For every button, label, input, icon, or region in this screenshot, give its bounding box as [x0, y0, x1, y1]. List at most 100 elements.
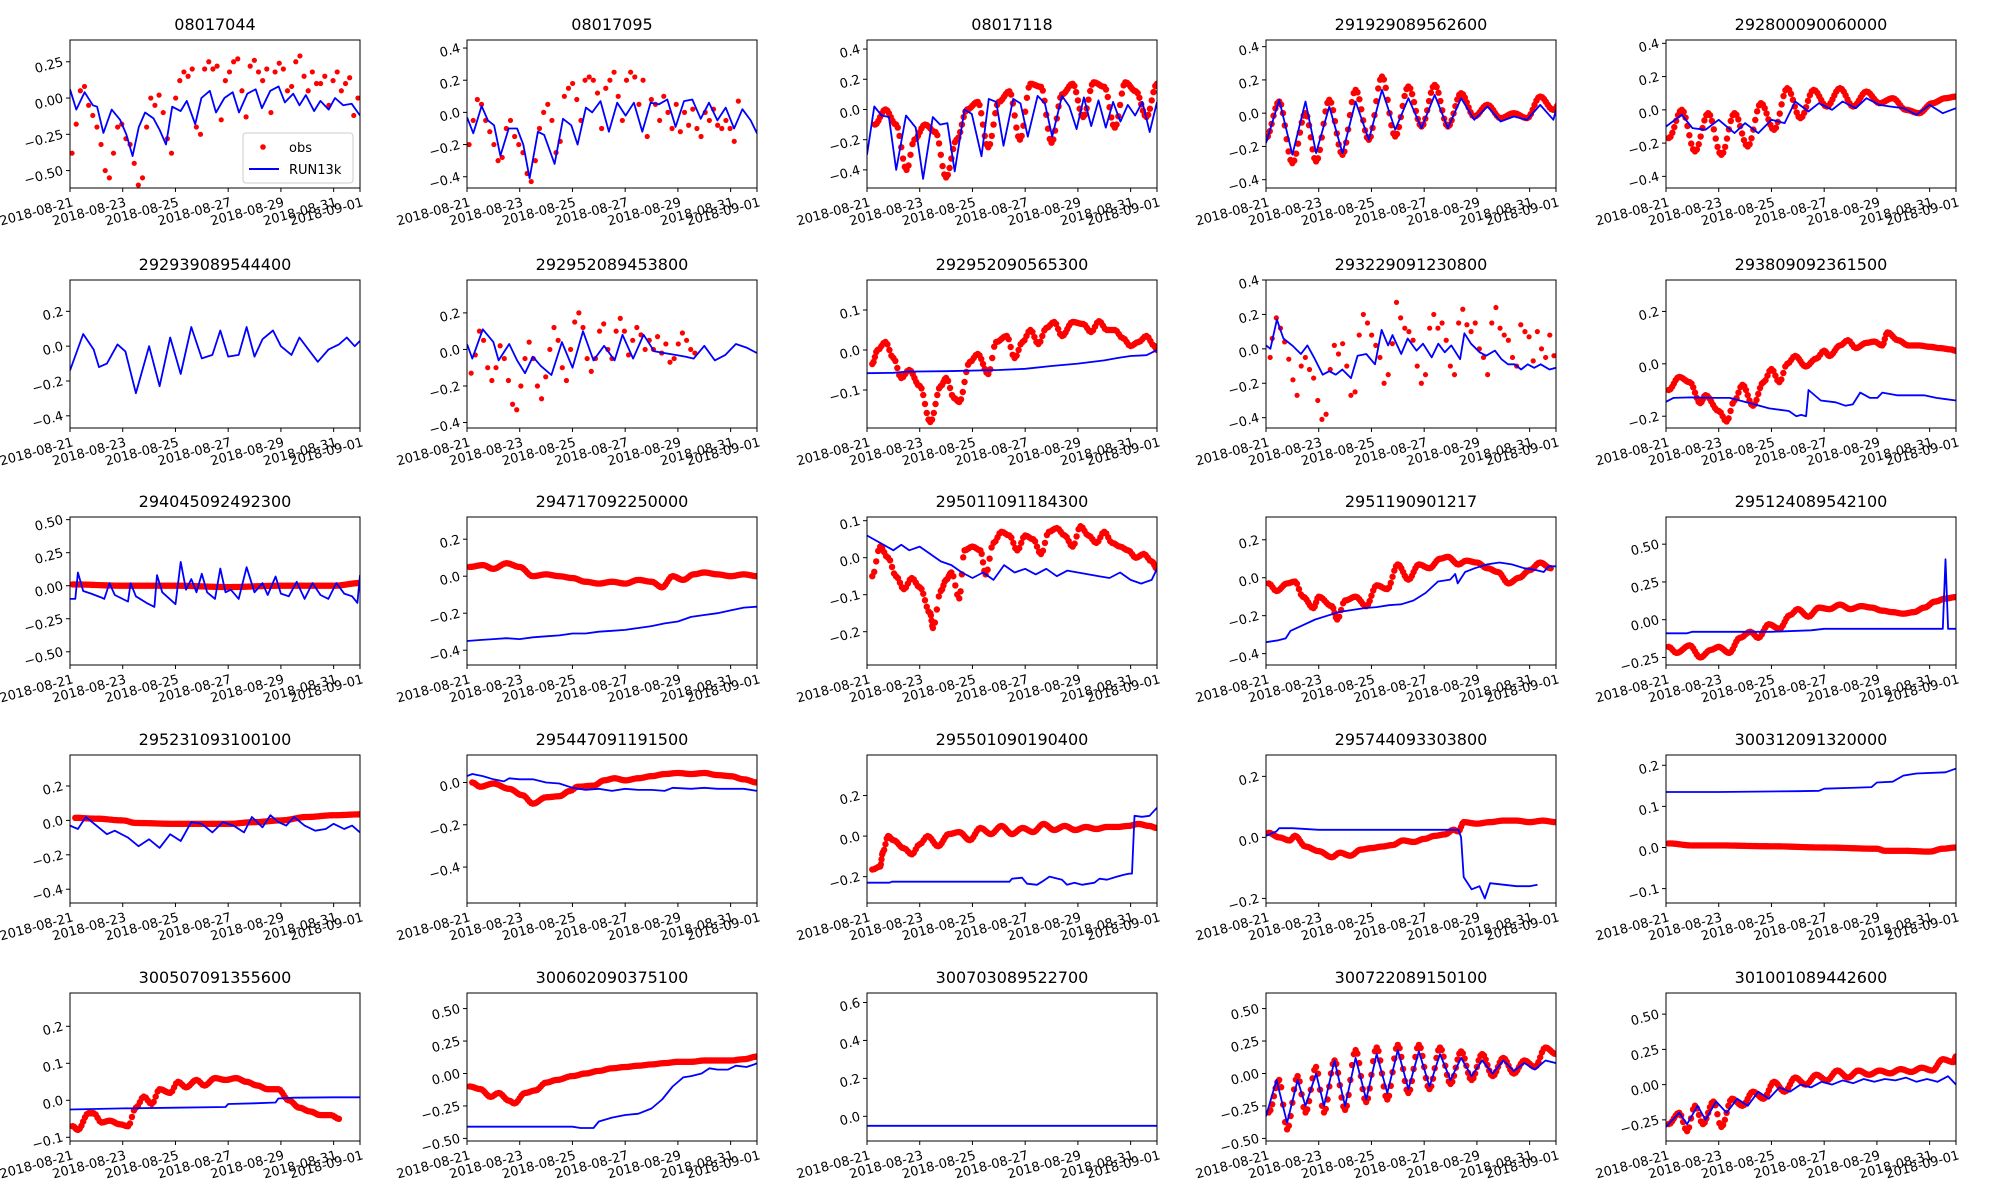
- obs-point: [1706, 112, 1714, 119]
- obs-point: [356, 811, 360, 818]
- obs-point: [594, 90, 601, 96]
- y-tick-label: −0.4: [428, 643, 462, 666]
- obs-point: [1292, 150, 1300, 157]
- obs-point: [1695, 141, 1702, 148]
- subplot-title: 300312091320000: [1735, 730, 1888, 749]
- obs-point: [961, 378, 968, 386]
- obs-point: [239, 88, 245, 94]
- obs-point: [1735, 116, 1742, 123]
- obs-point: [538, 396, 545, 402]
- y-tick-label: 0.50: [1629, 1007, 1661, 1029]
- obs-point: [706, 117, 712, 124]
- subplot-title: 292800090060000: [1735, 15, 1888, 34]
- obs-point: [871, 353, 879, 361]
- obs-point: [1407, 85, 1414, 92]
- obs-point: [255, 69, 262, 75]
- y-tick-label: −0.4: [428, 860, 462, 883]
- obs-point: [648, 96, 654, 103]
- obs-point: [960, 554, 967, 561]
- obs-point: [334, 69, 340, 75]
- obs-point: [1535, 1058, 1542, 1066]
- obs-point: [957, 588, 964, 595]
- obs-point: [77, 88, 83, 94]
- obs-point: [894, 124, 901, 131]
- obs-point: [276, 60, 282, 66]
- obs-series: [469, 769, 757, 807]
- obs-point: [144, 124, 150, 130]
- obs-point: [988, 132, 995, 140]
- obs-point: [185, 73, 191, 79]
- model-line-RUN13k: [70, 814, 360, 849]
- subplot-title: 291929089562600: [1335, 15, 1488, 34]
- obs-point: [193, 124, 199, 130]
- axes-frame: [1265, 754, 1557, 904]
- y-tick-label: 0.0: [438, 106, 462, 126]
- obs-point: [1356, 332, 1362, 338]
- obs-point: [1348, 392, 1354, 398]
- subplot-295011091184300: 295011091184300−0.2−0.10.00.12018-08-212…: [795, 492, 1162, 706]
- obs-point: [1182, 95, 1188, 101]
- obs-point: [563, 377, 570, 384]
- obs-point: [1050, 136, 1057, 143]
- axes-frame: [69, 992, 361, 1142]
- obs-point: [1497, 325, 1503, 331]
- y-tick-label: 0.2: [41, 305, 65, 325]
- obs-series: [1266, 1041, 1556, 1133]
- y-tick-label: 0.1: [838, 303, 862, 323]
- y-tick-label: −0.25: [1219, 1099, 1261, 1124]
- obs-point: [630, 337, 636, 343]
- obs-point: [493, 365, 499, 371]
- obs-point: [1013, 352, 1020, 359]
- plot-area: [1666, 85, 1956, 158]
- obs-point: [1306, 366, 1313, 373]
- obs-point: [1290, 377, 1296, 383]
- y-tick-label: −0.2: [1227, 609, 1261, 632]
- obs-point: [1366, 597, 1373, 605]
- obs-point: [1074, 97, 1082, 104]
- model-line-RUN13k: [467, 605, 757, 642]
- obs-point: [1222, 101, 1228, 107]
- obs-point: [1377, 354, 1383, 361]
- axes-frame: [69, 516, 361, 666]
- obs-point: [871, 568, 878, 576]
- obs-point: [935, 140, 943, 147]
- plot-area: [1666, 1053, 1956, 1135]
- axes-frame: [1665, 992, 1957, 1142]
- y-tick-label: 0.2: [438, 73, 462, 93]
- obs-point: [870, 358, 877, 366]
- y-tick-label: −0.2: [428, 606, 462, 629]
- obs-point: [555, 337, 561, 343]
- obs-point: [1177, 112, 1183, 118]
- axes-frame: [866, 39, 1158, 189]
- obs-point: [1087, 87, 1094, 95]
- obs-point: [1714, 1111, 1721, 1118]
- obs-point: [1199, 101, 1205, 107]
- obs-point: [1744, 392, 1751, 399]
- y-tick-label: 0.0: [1237, 571, 1261, 591]
- obs-point: [671, 355, 677, 362]
- obs-point: [1005, 336, 1012, 343]
- obs-point: [567, 346, 574, 353]
- obs-series: [869, 318, 1157, 426]
- obs-point: [1456, 320, 1462, 326]
- obs-point: [1398, 315, 1404, 321]
- obs-point: [990, 121, 997, 128]
- obs-point: [1331, 342, 1337, 348]
- plot-area: [467, 769, 757, 807]
- subplot-title: 294045092492300: [139, 492, 292, 511]
- obs-point: [636, 101, 642, 107]
- obs-point: [251, 57, 257, 63]
- obs-point: [665, 109, 671, 115]
- obs-point: [1414, 363, 1420, 369]
- y-tick-label: −0.4: [428, 170, 462, 193]
- axes-frame: [1665, 279, 1957, 429]
- obs-point: [73, 121, 79, 127]
- obs-point: [934, 131, 941, 139]
- obs-point: [669, 125, 675, 132]
- obs-point: [1205, 85, 1211, 91]
- obs-point: [81, 83, 88, 90]
- obs-point: [1164, 99, 1170, 105]
- obs-point: [698, 133, 704, 140]
- subplot-295501090190400: 295501090190400−0.20.00.22018-08-212018-…: [795, 730, 1162, 944]
- y-tick-label: 0.2: [1637, 305, 1661, 325]
